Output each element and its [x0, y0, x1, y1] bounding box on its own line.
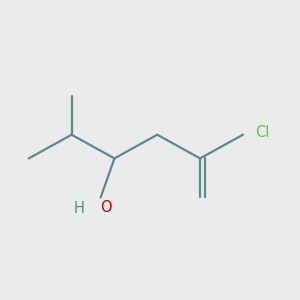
Text: H: H [74, 201, 85, 216]
Text: O: O [100, 200, 112, 215]
Text: Cl: Cl [255, 125, 269, 140]
